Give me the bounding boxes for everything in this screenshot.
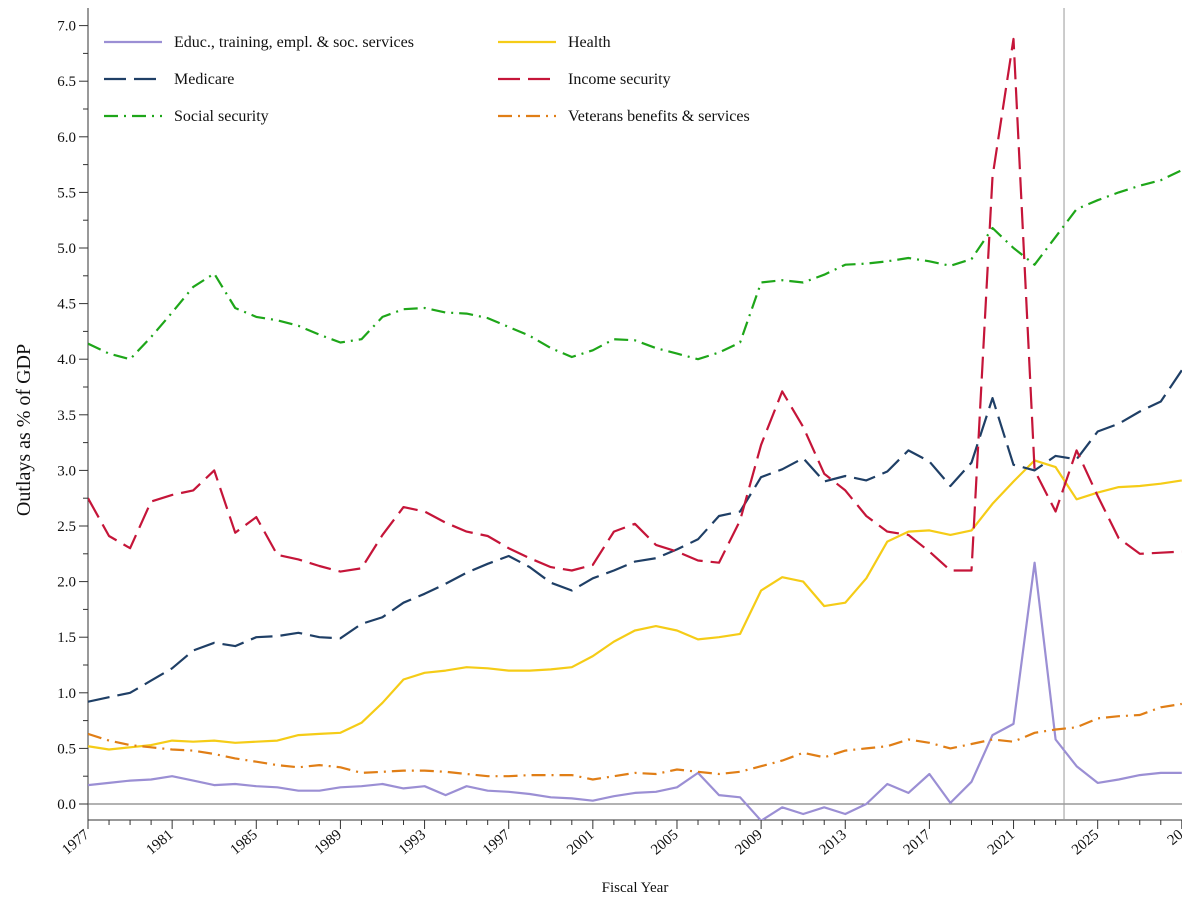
y-tick-label: 1.5 bbox=[57, 630, 76, 646]
y-tick-label: 2.0 bbox=[57, 575, 76, 591]
series-line-1 bbox=[88, 459, 1182, 751]
y-axis: 0.0 0.5 1.0 1.5 2.0 2.5 3.0 3.5 4.0 4.5 5.0 5.5 6.0 6… bbox=[57, 19, 88, 813]
x-axis-title: Fiscal Year bbox=[602, 880, 669, 896]
x-axis: 1977 1981 1985 1989 1993 1997 2001 2005 2009 2013… bbox=[59, 820, 1182, 858]
x-tick-label: 2005 bbox=[648, 827, 681, 859]
y-tick-label: 6.5 bbox=[57, 74, 76, 90]
x-tick-label: 2017 bbox=[901, 826, 935, 858]
x-tick-label: 2013 bbox=[817, 827, 850, 859]
x-tick-label: 2025 bbox=[1069, 827, 1102, 859]
legend-label-2: Medicare bbox=[174, 71, 234, 88]
x-tick-label: 1997 bbox=[480, 826, 514, 858]
y-tick-label: 7.0 bbox=[57, 19, 76, 35]
series-layer bbox=[88, 37, 1182, 820]
series-line-5 bbox=[88, 702, 1182, 781]
x-tick-label: 2001 bbox=[564, 827, 597, 859]
x-tick-label: 1985 bbox=[228, 827, 261, 859]
x-tick-label: 2009 bbox=[732, 827, 765, 859]
legend-label-1: Health bbox=[568, 34, 611, 51]
legend-label-4: Social security bbox=[174, 108, 269, 125]
legend-label-3: Income security bbox=[568, 71, 671, 88]
y-tick-label: 4.5 bbox=[57, 297, 76, 313]
x-tick-label: 1977 bbox=[59, 826, 93, 858]
x-tick-label: 1981 bbox=[143, 827, 176, 859]
series-line-4 bbox=[88, 169, 1182, 361]
y-tick-label: 5.0 bbox=[57, 241, 76, 257]
y-tick-label: 1.0 bbox=[57, 686, 76, 702]
plot-frame bbox=[87, 8, 1182, 821]
series-line-2 bbox=[88, 369, 1182, 703]
y-tick-label: 6.0 bbox=[57, 130, 76, 146]
legend-label-0: Educ., training, empl. & soc. services bbox=[174, 34, 414, 51]
y-tick-label: 3.0 bbox=[57, 463, 76, 479]
y-tick-label: 4.0 bbox=[57, 352, 76, 368]
x-tick-label: 1993 bbox=[396, 827, 429, 859]
x-tick-label: 20 bbox=[1165, 827, 1182, 849]
y-tick-label: 2.5 bbox=[57, 519, 76, 535]
y-tick-label: 0.5 bbox=[57, 741, 76, 757]
y-tick-label: 5.5 bbox=[57, 185, 76, 201]
y-tick-label: 3.5 bbox=[57, 408, 76, 424]
series-line-3 bbox=[88, 37, 1182, 573]
x-tick-label: 2021 bbox=[985, 827, 1018, 859]
y-tick-label: 0.0 bbox=[57, 797, 76, 813]
legend-label-5: Veterans benefits & services bbox=[568, 108, 750, 125]
legend: Educ., training, empl. & soc. services He… bbox=[104, 34, 750, 125]
y-axis-title: Outlays as % of GDP bbox=[13, 344, 35, 516]
series-line-0 bbox=[88, 561, 1182, 820]
x-tick-label: 1989 bbox=[312, 827, 345, 859]
